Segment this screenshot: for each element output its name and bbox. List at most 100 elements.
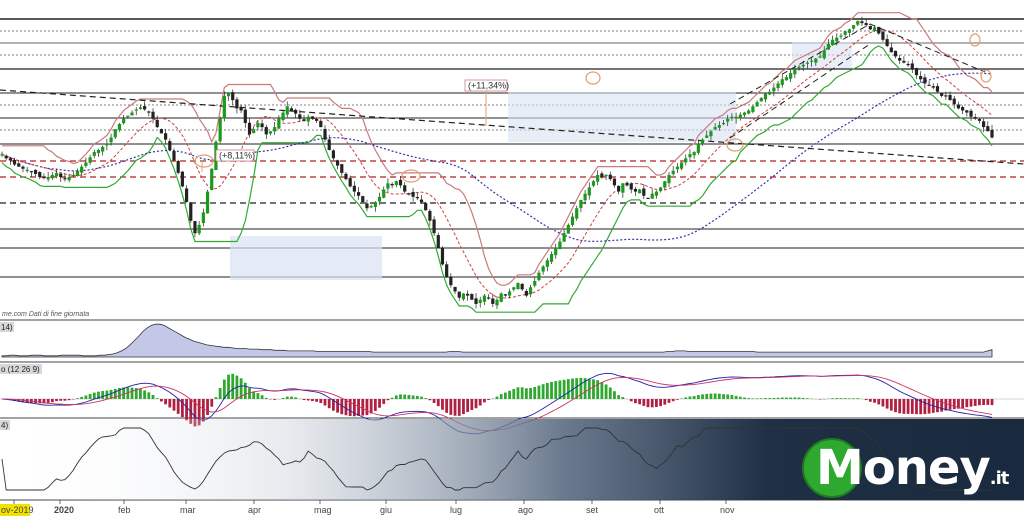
macd-histogram-bar <box>759 398 763 399</box>
candle-body <box>369 206 373 208</box>
candle-body <box>340 164 344 173</box>
macd-histogram-bar <box>407 394 411 399</box>
candle-body <box>633 188 638 192</box>
macd-histogram-bar <box>231 373 235 399</box>
candle-body <box>675 166 679 170</box>
x-tick-label-9: set <box>586 505 599 515</box>
macd-histogram-bar <box>193 399 197 427</box>
x-tick-label-8: ago <box>518 505 533 515</box>
x-tick-label-0: ov-2019 <box>1 505 34 515</box>
macd-histogram-bar <box>46 399 50 403</box>
macd-histogram-bar <box>734 395 738 399</box>
candle-body <box>335 160 340 166</box>
macd-histogram-bar <box>785 397 788 399</box>
candle-body <box>151 111 155 119</box>
macd-histogram-bar <box>952 399 956 410</box>
candle-body <box>520 283 524 290</box>
indicator-panel-volatility: 14) <box>0 322 993 358</box>
macd-histogram-bar <box>692 396 696 399</box>
macd-histogram-bar <box>151 395 155 399</box>
macd-histogram-bar <box>973 399 977 406</box>
candle-body <box>29 171 33 173</box>
macd-histogram-bar <box>227 374 230 399</box>
candle-body <box>310 116 315 119</box>
candle-body <box>910 63 914 69</box>
macd-histogram-bar <box>499 394 503 399</box>
macd-histogram-bar <box>579 377 583 399</box>
candle-body <box>306 116 310 122</box>
macd-histogram-bar <box>659 399 663 407</box>
price-panel: (+8,11%) (+11,34%) me.com Dati di fine g… <box>0 12 1024 318</box>
candle-body <box>982 121 986 128</box>
candle-body <box>793 68 797 75</box>
macd-histogram-bar <box>76 398 79 399</box>
candle-body <box>596 174 600 182</box>
candle-body <box>558 241 562 250</box>
macd-histogram-bar <box>743 397 746 399</box>
candle-body <box>977 119 982 121</box>
candle-body <box>961 106 965 111</box>
candle-body <box>440 247 445 265</box>
candle-body <box>277 118 281 129</box>
macd-histogram-bar <box>139 388 142 399</box>
candle-body <box>537 272 541 281</box>
macd-histogram-bar <box>361 399 365 416</box>
macd-histogram-bar <box>441 399 444 410</box>
macd-histogram-bar <box>646 399 650 408</box>
macd-histogram-bar <box>755 398 759 399</box>
macd-histogram-bar <box>969 399 973 407</box>
macd-histogram-bar <box>248 388 251 399</box>
candle-body <box>893 50 898 57</box>
candle-body <box>59 173 63 178</box>
candle-body <box>860 21 864 24</box>
candle-body <box>235 99 239 109</box>
macd-histogram-bar <box>428 399 432 401</box>
candle-body <box>424 203 428 211</box>
macd-histogram-bar <box>97 391 100 399</box>
candle-body <box>776 83 780 89</box>
candle-body <box>940 93 944 96</box>
candle-body <box>164 133 168 140</box>
macd-histogram <box>4 373 994 427</box>
money-it-logo: Money.it <box>802 436 1009 500</box>
x-tick-label-1: 2020 <box>54 505 74 515</box>
macd-histogram-bar <box>21 399 25 403</box>
channel-upper-line <box>729 23 871 105</box>
macd-histogram-bar <box>948 399 952 410</box>
candle-body <box>927 84 931 86</box>
candle-body <box>361 196 365 202</box>
macd-histogram-bar <box>990 399 994 406</box>
macd-histogram-bar <box>545 382 549 399</box>
gain-label-2: (+11,34%) <box>468 81 509 91</box>
volatility-area <box>1 323 993 358</box>
candle-body <box>646 197 650 200</box>
candle-body <box>713 127 717 130</box>
x-tick-label-10: ott <box>654 505 665 515</box>
short-moving-average <box>1 29 993 299</box>
candle-body <box>847 29 851 33</box>
candle-body <box>12 160 17 165</box>
candle-body <box>856 21 860 25</box>
macd-histogram-bar <box>256 393 260 399</box>
macd-histogram-bar <box>667 399 671 403</box>
channel-lower-line <box>729 43 871 139</box>
candlesticks <box>0 16 994 310</box>
macd-histogram-bar <box>927 399 931 414</box>
macd-histogram-bar <box>910 399 914 414</box>
candle-body <box>398 179 403 186</box>
candle-body <box>260 123 264 128</box>
candle-body <box>935 86 940 92</box>
macd-histogram-bar <box>281 397 285 399</box>
candle-body <box>470 294 474 300</box>
indicator-label-2: o (12 26 9) <box>1 365 40 374</box>
candle-body <box>692 152 696 156</box>
candle-body <box>256 122 260 128</box>
candle-body <box>906 63 910 66</box>
macd-histogram-bar <box>537 385 541 399</box>
candle-body <box>730 116 734 118</box>
candle-body <box>218 118 222 142</box>
candle-body <box>768 91 772 95</box>
macd-histogram-bar <box>881 399 885 407</box>
candle-body <box>365 203 369 209</box>
macd-histogram-bar <box>789 397 793 399</box>
